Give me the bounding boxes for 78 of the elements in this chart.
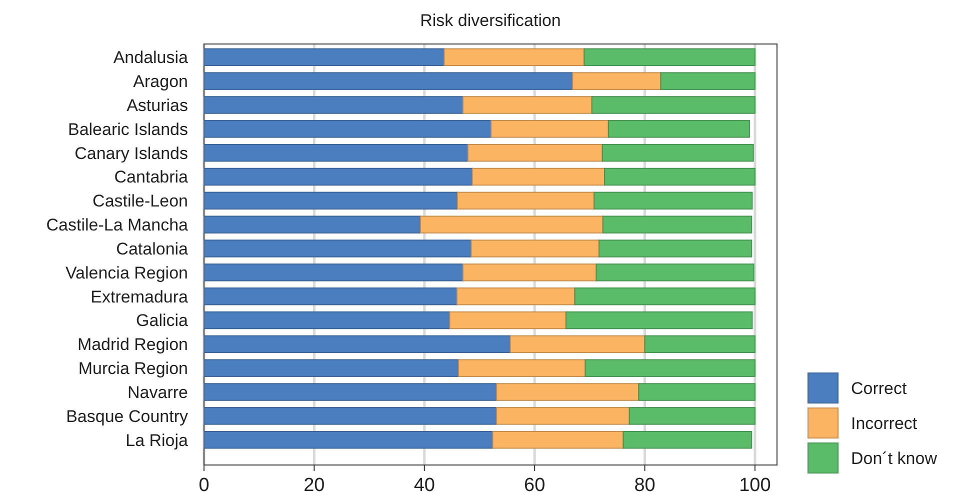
bar — [467, 144, 603, 162]
bar — [204, 383, 498, 401]
y-tick-label: Valencia Region — [65, 263, 188, 282]
bar — [496, 407, 630, 425]
y-tick-label: Catalonia — [116, 239, 189, 258]
bar — [444, 48, 585, 66]
bar — [594, 192, 753, 210]
bar — [204, 264, 464, 282]
y-tick-label: Castile-Leon — [92, 192, 188, 211]
bar — [449, 311, 566, 330]
bar — [591, 96, 756, 114]
bar — [565, 311, 753, 330]
bar — [204, 96, 464, 114]
y-tick-label: Extremadura — [90, 287, 189, 306]
bar — [204, 48, 445, 66]
y-tick-label: La Rioja — [126, 430, 189, 450]
x-tick-label: 100 — [739, 475, 771, 496]
bar — [622, 430, 752, 449]
bar — [462, 264, 597, 282]
y-tick-label: Navarre — [128, 382, 188, 402]
bar — [608, 120, 750, 138]
y-tick-label: Basque Country — [66, 406, 188, 426]
y-tick-label: Aragon — [133, 72, 188, 92]
x-tick-label: 20 — [304, 475, 325, 496]
bar — [584, 359, 756, 377]
bar — [572, 72, 662, 90]
bar — [204, 240, 472, 258]
bar — [472, 168, 606, 186]
bar — [204, 311, 450, 330]
y-tick-label: Murcia Region — [78, 359, 188, 378]
bar — [574, 287, 756, 306]
y-tick-label: Galicia — [136, 311, 189, 330]
legend-label: Don´t know — [851, 448, 938, 468]
y-tick-label: Canary Islands — [74, 144, 188, 163]
bar — [420, 216, 604, 234]
bar — [602, 144, 754, 162]
bar — [204, 407, 498, 425]
bar — [204, 287, 458, 306]
x-tick-label: 60 — [524, 475, 546, 496]
bar — [602, 216, 752, 234]
legend-label: Correct — [851, 378, 908, 398]
bar — [204, 359, 460, 377]
x-tick-label: 80 — [634, 475, 656, 496]
bar — [204, 192, 458, 210]
bar — [204, 168, 473, 186]
bar — [638, 383, 756, 401]
bar — [462, 96, 592, 114]
bar — [204, 144, 468, 162]
y-tick-label: Madrid Region — [77, 335, 188, 354]
bar — [660, 72, 756, 90]
bar — [492, 430, 624, 449]
x-tick-label: 40 — [414, 475, 435, 496]
bar — [204, 216, 422, 234]
y-tick-label: Asturias — [126, 96, 188, 115]
bar — [496, 383, 640, 401]
y-tick-label: Balearic Islands — [68, 120, 188, 139]
bar — [204, 335, 511, 354]
y-tick-label: Castile-La Mancha — [46, 216, 189, 235]
bar — [470, 240, 600, 258]
bar — [456, 287, 576, 306]
bar — [490, 120, 609, 138]
bar — [604, 168, 756, 186]
bar — [204, 430, 494, 449]
chart-title: Risk diversification — [420, 11, 561, 30]
bar — [644, 335, 756, 354]
bar — [598, 240, 752, 258]
y-tick-label: Andalusia — [113, 48, 189, 68]
bar — [456, 192, 595, 210]
bar — [628, 407, 756, 425]
y-tick-label: Cantabria — [114, 168, 189, 187]
bar — [204, 120, 492, 138]
bar — [596, 264, 754, 282]
bar — [510, 335, 646, 354]
x-tick-label: 0 — [198, 475, 210, 496]
bar — [584, 48, 756, 66]
bar — [458, 359, 586, 377]
bar — [204, 72, 574, 90]
legend-label: Incorrect — [851, 414, 918, 433]
